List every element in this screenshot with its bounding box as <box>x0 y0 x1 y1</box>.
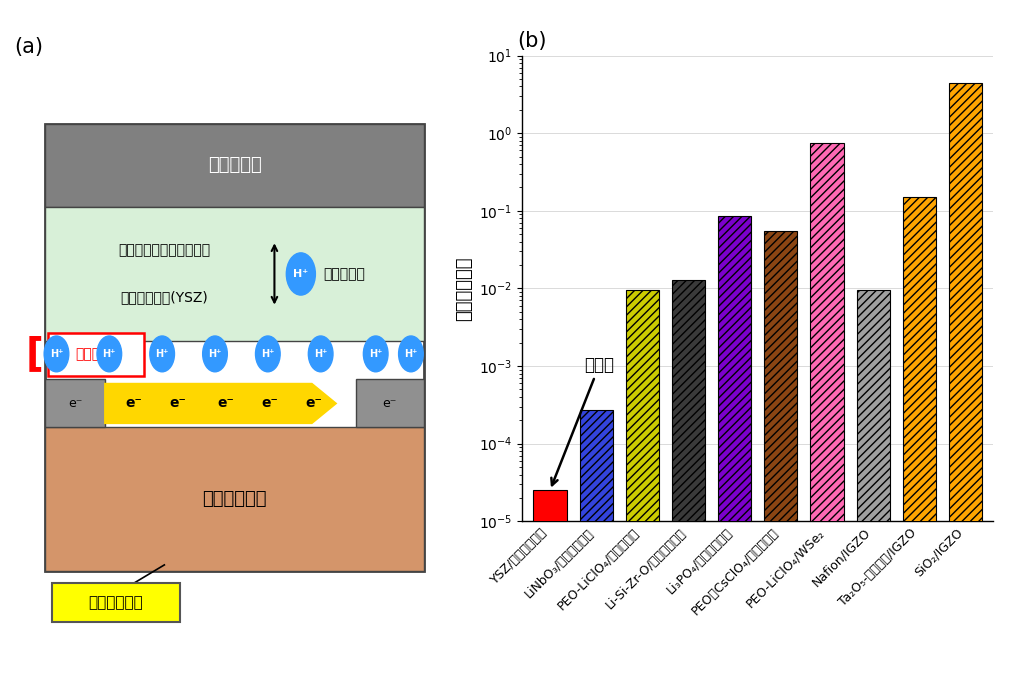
Text: e⁻: e⁻ <box>68 397 82 410</box>
Circle shape <box>44 336 69 372</box>
Bar <box>626 290 658 695</box>
Bar <box>903 197 936 695</box>
Bar <box>45 124 424 207</box>
Text: [: [ <box>26 335 43 373</box>
Circle shape <box>308 336 333 372</box>
Bar <box>810 143 844 695</box>
Bar <box>45 207 424 341</box>
Text: 水素イオン: 水素イオン <box>323 267 365 281</box>
Y-axis label: 時定数（秒）: 時定数（秒） <box>456 256 473 320</box>
Bar <box>857 290 890 695</box>
Text: ドレイン電流: ドレイン電流 <box>88 595 143 610</box>
Text: H⁺: H⁺ <box>293 269 308 279</box>
Bar <box>672 279 706 695</box>
Bar <box>534 491 566 695</box>
Circle shape <box>287 253 315 295</box>
Text: H⁺: H⁺ <box>261 349 274 359</box>
Text: H⁺: H⁺ <box>208 349 221 359</box>
Bar <box>45 124 424 571</box>
Circle shape <box>150 336 174 372</box>
Text: 多孔質イットリア安定化: 多孔質イットリア安定化 <box>119 243 210 256</box>
Text: ジルコニア膜(YSZ): ジルコニア膜(YSZ) <box>121 290 208 304</box>
Text: ダイヤモンド: ダイヤモンド <box>203 491 267 508</box>
FancyBboxPatch shape <box>48 334 144 375</box>
Text: 電気二重層: 電気二重層 <box>75 347 117 361</box>
Text: e⁻: e⁻ <box>217 396 234 411</box>
Text: e⁻: e⁻ <box>169 396 186 411</box>
Text: H⁺: H⁺ <box>102 349 116 359</box>
Text: e⁻: e⁻ <box>261 396 279 411</box>
Bar <box>45 427 424 571</box>
FancyBboxPatch shape <box>52 583 180 623</box>
Text: H⁺: H⁺ <box>404 349 418 359</box>
Circle shape <box>203 336 227 372</box>
Circle shape <box>256 336 281 372</box>
Text: H⁺: H⁺ <box>156 349 169 359</box>
Bar <box>949 83 982 695</box>
Text: H⁺: H⁺ <box>50 349 63 359</box>
Circle shape <box>398 336 423 372</box>
Bar <box>764 231 798 695</box>
Text: e⁻: e⁻ <box>383 397 397 410</box>
Circle shape <box>97 336 122 372</box>
Text: H⁺: H⁺ <box>369 349 382 359</box>
Text: ゲート電極: ゲート電極 <box>208 156 262 174</box>
Bar <box>45 379 104 427</box>
Bar <box>356 379 424 427</box>
Text: (b): (b) <box>517 31 547 51</box>
Bar <box>580 410 612 695</box>
Text: e⁻: e⁻ <box>125 396 142 411</box>
Text: 本研究: 本研究 <box>551 356 614 485</box>
Circle shape <box>364 336 388 372</box>
Bar <box>718 216 752 695</box>
Text: (a): (a) <box>14 38 44 58</box>
FancyArrow shape <box>104 384 336 423</box>
Text: H⁺: H⁺ <box>314 349 328 359</box>
Text: e⁻: e⁻ <box>305 396 323 411</box>
